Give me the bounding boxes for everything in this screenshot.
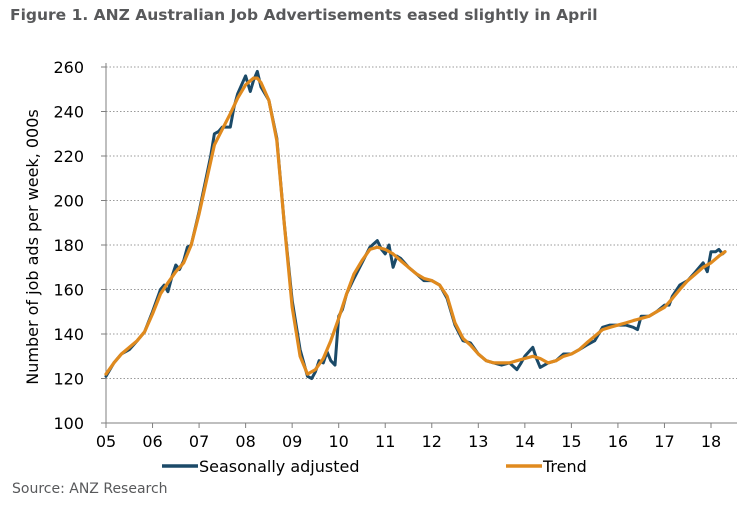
x-tick-10: 10 — [329, 432, 349, 451]
y-tick-160: 160 — [53, 281, 84, 300]
y-axis-label: Number of job ads per week, 000s — [23, 109, 42, 384]
chart-title: Figure 1. ANZ Australian Job Advertiseme… — [10, 6, 598, 24]
x-tick-06: 06 — [142, 432, 162, 451]
x-tick-05: 05 — [96, 432, 116, 451]
series-line-seasonally-adjusted — [104, 69, 727, 380]
series-line-trend — [104, 76, 727, 376]
gridlines — [106, 66, 737, 379]
y-tick-120: 120 — [53, 370, 84, 389]
legend-label-1: Trend — [542, 457, 587, 476]
x-tick-09: 09 — [282, 432, 302, 451]
legend-label-0: Seasonally adjusted — [199, 457, 359, 476]
y-tick-260: 260 — [53, 58, 84, 77]
y-tick-220: 220 — [53, 147, 84, 166]
y-tick-180: 180 — [53, 236, 84, 255]
y-tick-200: 200 — [53, 192, 84, 211]
legend: Seasonally adjusted Trend — [162, 457, 587, 476]
x-tick-13: 13 — [468, 432, 488, 451]
y-tick-240: 240 — [53, 103, 84, 122]
x-tick-labels: 05 06 07 08 09 10 11 12 13 14 15 16 17 18 — [96, 432, 721, 451]
x-tick-11: 11 — [375, 432, 395, 451]
y-tick-labels: 100 120 140 160 180 200 220 240 260 — [53, 58, 84, 433]
x-tick-14: 14 — [515, 432, 535, 451]
y-tick-140: 140 — [53, 325, 84, 344]
axes — [101, 63, 737, 428]
source-note: Source: ANZ Research — [12, 481, 168, 497]
series-lines — [104, 69, 727, 380]
x-tick-07: 07 — [189, 432, 209, 451]
x-tick-12: 12 — [422, 432, 442, 451]
y-tick-100: 100 — [53, 414, 84, 433]
x-tick-08: 08 — [235, 432, 255, 451]
x-tick-17: 17 — [654, 432, 674, 451]
x-tick-16: 16 — [608, 432, 628, 451]
x-tick-15: 15 — [561, 432, 581, 451]
x-tick-18: 18 — [701, 432, 721, 451]
